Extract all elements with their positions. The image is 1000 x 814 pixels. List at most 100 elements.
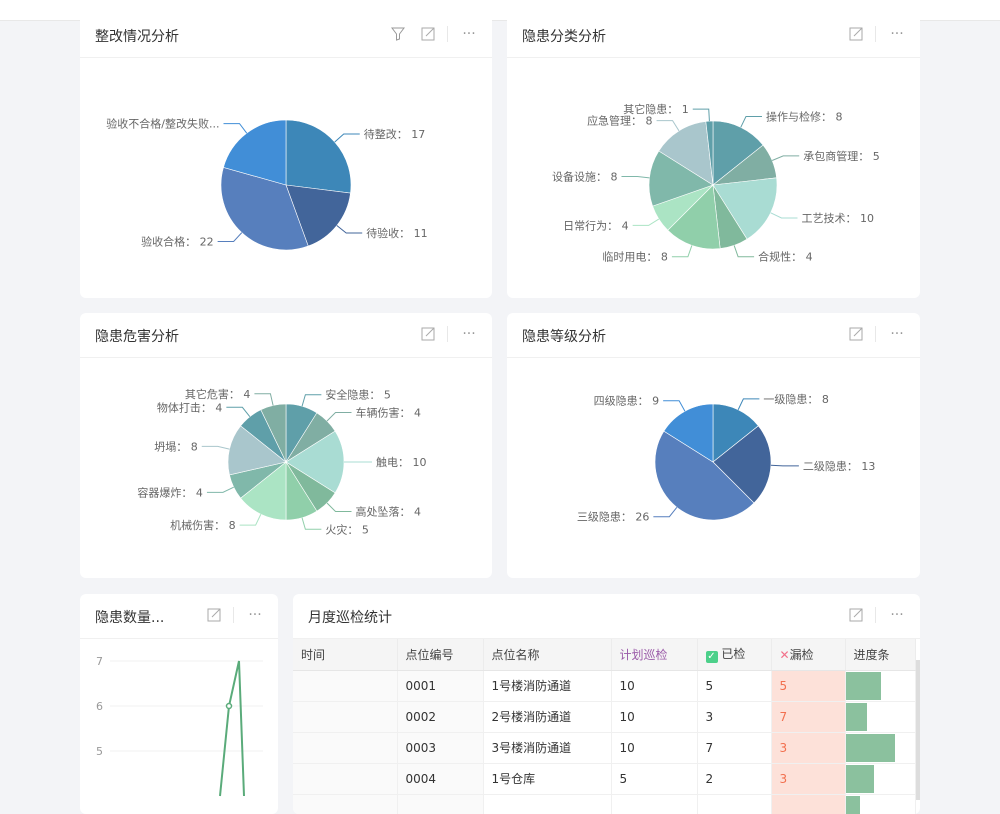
col-plan[interactable]: 计划巡检 xyxy=(611,639,697,670)
pie-label: 容器爆炸： 4 xyxy=(137,485,203,499)
more-icon[interactable]: ··· xyxy=(460,325,478,343)
pie-label: 坍塌： 8 xyxy=(154,439,198,453)
card-header: 隐患分类分析 ··· xyxy=(507,13,920,58)
col-progress[interactable]: 进度条 xyxy=(845,639,915,670)
leader-line xyxy=(240,514,261,525)
pie-label: 物体打击： 4 xyxy=(157,400,223,414)
cell-miss: 7 xyxy=(771,701,845,732)
more-icon[interactable]: ··· xyxy=(460,25,478,43)
card-header: 隐患等级分析 ··· xyxy=(507,313,920,358)
card-title: 月度巡检统计 xyxy=(308,607,392,627)
leader-line xyxy=(218,233,242,242)
table-scrollbar[interactable] xyxy=(916,660,920,800)
cell-done xyxy=(697,794,771,814)
card-header: 隐患危害分析 ··· xyxy=(80,313,492,358)
leader-line xyxy=(337,226,362,233)
leader-line xyxy=(207,487,234,492)
leader-line xyxy=(672,245,692,256)
col-done-label: 已检 xyxy=(721,647,745,661)
line-series xyxy=(220,661,244,796)
cell-code: 0001 xyxy=(397,670,483,701)
pie-label: 其它危害： 4 xyxy=(185,387,251,401)
cell-miss xyxy=(771,794,845,814)
data-point[interactable] xyxy=(227,704,232,709)
pie-label: 待整改： 17 xyxy=(364,127,426,141)
expand-icon[interactable] xyxy=(419,25,437,43)
table-row[interactable]: 0004 1号仓库 5 2 3 xyxy=(293,763,915,794)
line-chart-count: 765 xyxy=(80,639,278,814)
cell-plan: 5 xyxy=(611,763,697,794)
cell-time xyxy=(293,670,397,701)
col-code[interactable]: 点位编号 xyxy=(397,639,483,670)
card-header: 整改情况分析 ··· xyxy=(80,13,492,58)
divider xyxy=(875,26,876,42)
cell-progress xyxy=(845,701,915,732)
expand-icon[interactable] xyxy=(847,606,865,624)
leader-line xyxy=(734,245,754,256)
col-done[interactable]: ✓ 已检 xyxy=(697,639,771,670)
table-row[interactable]: 0002 2号楼消防通道 10 3 7 xyxy=(293,701,915,732)
more-icon[interactable]: ··· xyxy=(888,325,906,343)
card-title: 隐患危害分析 xyxy=(95,326,179,346)
pie-label: 待验收： 11 xyxy=(366,226,428,240)
pie-label: 车辆伤害： 4 xyxy=(355,406,421,420)
pie-label: 一级隐患： 8 xyxy=(763,393,829,406)
cell-time xyxy=(293,794,397,814)
col-name[interactable]: 点位名称 xyxy=(483,639,611,670)
filter-icon[interactable] xyxy=(389,25,407,43)
expand-icon[interactable] xyxy=(847,325,865,343)
table-row[interactable]: 0003 3号楼消防通道 10 7 3 xyxy=(293,732,915,763)
pie-label: 日常行为： 4 xyxy=(563,219,629,232)
more-icon[interactable]: ··· xyxy=(888,606,906,624)
progress-bar xyxy=(846,703,867,731)
cell-code: 0004 xyxy=(397,763,483,794)
cell-plan xyxy=(611,794,697,814)
divider xyxy=(233,607,234,623)
col-time[interactable]: 时间 xyxy=(293,639,397,670)
pie-label: 四级隐患： 9 xyxy=(594,395,660,408)
pie-label: 火灾： 5 xyxy=(325,522,369,536)
more-icon[interactable]: ··· xyxy=(888,25,906,43)
pie-label: 高处坠落： 4 xyxy=(355,504,421,518)
expand-icon[interactable] xyxy=(205,606,223,624)
cell-done: 5 xyxy=(697,670,771,701)
cell-progress xyxy=(845,763,915,794)
expand-icon[interactable] xyxy=(847,25,865,43)
leader-line xyxy=(202,446,230,449)
pie-label: 验收不合格/整改失败... xyxy=(106,117,219,131)
leader-line xyxy=(327,503,351,511)
leader-line xyxy=(657,121,679,131)
leader-line xyxy=(772,156,799,161)
table-row[interactable]: 0001 1号楼消防通道 10 5 5 xyxy=(293,670,915,701)
card-header: 隐患数量... ··· xyxy=(80,594,278,639)
cell-time xyxy=(293,701,397,732)
table-row[interactable] xyxy=(293,794,915,814)
check-icon: ✓ xyxy=(706,651,718,663)
pie-label: 工艺技术： 10 xyxy=(801,212,874,225)
card-title: 整改情况分析 xyxy=(95,26,179,46)
cell-done: 3 xyxy=(697,701,771,732)
cell-done: 2 xyxy=(697,763,771,794)
pie-slice[interactable] xyxy=(286,120,351,193)
divider xyxy=(875,326,876,342)
leader-line xyxy=(771,213,798,218)
card-header: 月度巡检统计 ··· xyxy=(293,594,920,639)
leader-line xyxy=(621,176,649,177)
more-icon[interactable]: ··· xyxy=(246,606,264,624)
col-miss[interactable]: ✕漏检 xyxy=(771,639,845,670)
leader-line xyxy=(335,134,360,142)
cell-code: 0002 xyxy=(397,701,483,732)
y-tick-label: 7 xyxy=(96,655,103,668)
expand-icon[interactable] xyxy=(419,325,437,343)
card-title: 隐患数量... xyxy=(95,607,164,627)
cell-miss: 3 xyxy=(771,763,845,794)
card-monthly-inspection: 月度巡检统计 ··· 时间 点位编号 点位名称 计划巡检 ✓ 已检 ✕漏检 进度… xyxy=(293,594,920,814)
leader-line xyxy=(633,219,659,225)
